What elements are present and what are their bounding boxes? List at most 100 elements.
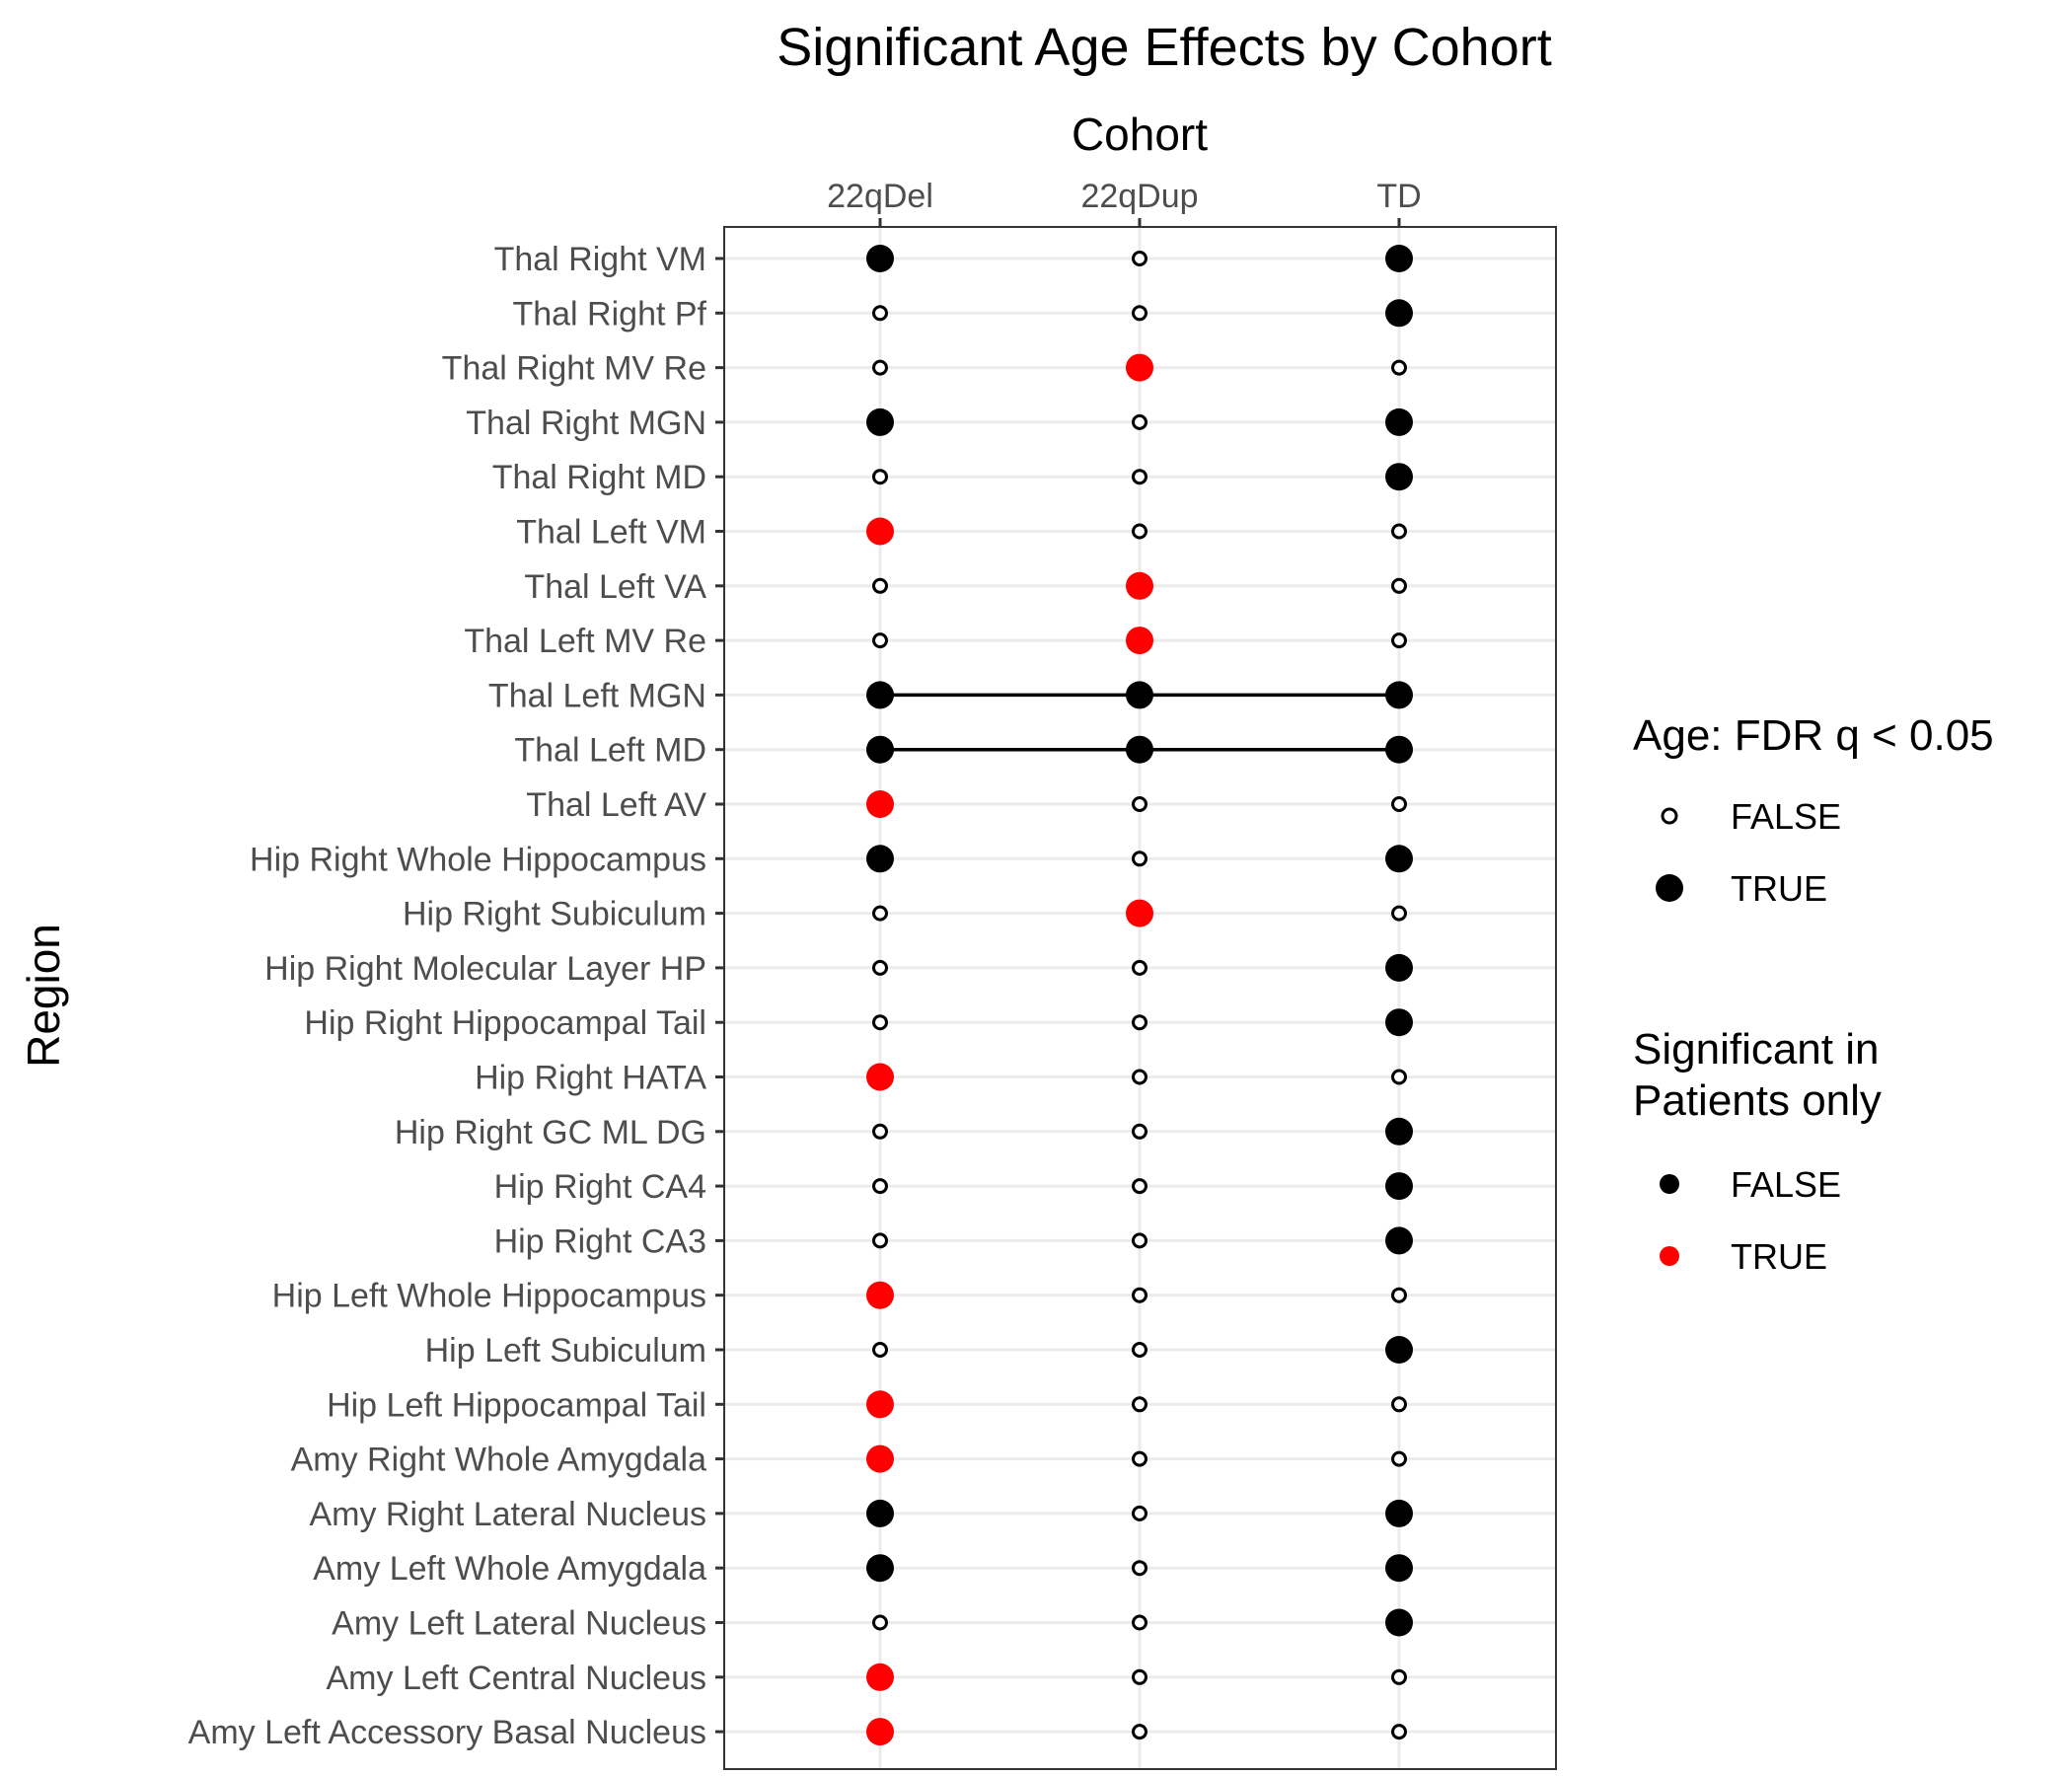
data-point-significant [866, 845, 894, 873]
y-tick-label: Thal Right VM [494, 241, 706, 278]
data-point-significant [1385, 1117, 1413, 1146]
data-point-not-significant [872, 1342, 888, 1358]
x-tick-label: TD [1376, 178, 1421, 215]
data-point-not-significant [1391, 1450, 1407, 1467]
y-tick-label: Hip Left Hippocampal Tail [327, 1386, 706, 1424]
data-point-not-significant [1132, 1614, 1147, 1631]
legend: Age: FDR q < 0.05 FALSE TRUE Significant… [1633, 711, 1994, 1277]
data-point-not-significant [872, 632, 888, 649]
data-point-not-significant [1391, 632, 1407, 649]
data-point-significant [1126, 571, 1153, 600]
data-point-not-significant [1132, 469, 1147, 485]
y-tick-label: Amy Left Whole Amygdala [313, 1550, 706, 1588]
data-point-not-significant [1132, 251, 1147, 266]
data-point-significant [1385, 463, 1413, 491]
y-tick-label: Hip Left Subiculum [425, 1332, 706, 1369]
legend-color-true-label: TRUE [1731, 1236, 1827, 1277]
data-point-significant [1385, 845, 1413, 873]
y-tick-label: Hip Right Whole Hippocampus [250, 841, 706, 878]
data-point-not-significant [872, 1614, 888, 1631]
legend-size-false-label: FALSE [1731, 796, 1841, 837]
data-point-significant [1126, 353, 1153, 382]
data-point-significant [1385, 407, 1413, 436]
data-point-not-significant [1132, 1450, 1147, 1467]
data-point-significant [866, 1554, 894, 1583]
y-tick-label: Amy Left Central Nucleus [327, 1660, 707, 1697]
data-point-not-significant [1391, 905, 1407, 922]
y-tick-label: Hip Right Hippocampal Tail [304, 1004, 706, 1042]
data-point-significant [1385, 735, 1413, 764]
chart-title: Significant Age Effects by Cohort [777, 18, 1551, 77]
legend-size-false-marker [1661, 807, 1678, 825]
y-tick-label: Amy Left Accessory Basal Nucleus [188, 1714, 706, 1751]
data-point-not-significant [872, 577, 888, 594]
data-point-not-significant [1132, 1560, 1147, 1577]
data-point-significant [866, 1499, 894, 1527]
data-point-not-significant [872, 959, 888, 976]
legend-size-true-label: TRUE [1731, 868, 1827, 909]
data-point-not-significant [1132, 1724, 1147, 1740]
grid-lines [724, 227, 1556, 1769]
data-point-not-significant [1391, 577, 1407, 594]
data-point-significant [1385, 245, 1413, 272]
y-tick-label: Thal Left VA [524, 568, 706, 606]
axes: 22qDel 22qDup TD Thal Right VM Thal Right Pf… [188, 178, 1422, 1751]
legend-size-true-marker [1656, 874, 1683, 902]
data-point-significant [866, 790, 894, 818]
data-point-significant [1385, 953, 1413, 982]
y-tick-label: Thal Left MD [514, 732, 706, 770]
data-point-significant [1385, 1008, 1413, 1037]
data-point-not-significant [1132, 1342, 1147, 1358]
data-point-not-significant [872, 359, 888, 376]
data-point-not-significant [872, 1232, 888, 1249]
y-tick-label: Thal Left MGN [488, 677, 706, 714]
legend-color-true-marker [1660, 1246, 1679, 1266]
data-point-significant [866, 1281, 894, 1309]
data-point-not-significant [1132, 1287, 1147, 1303]
y-tick-label: Hip Right GC ML DG [395, 1114, 706, 1151]
data-point-significant [866, 681, 894, 709]
data-point-not-significant [1132, 796, 1147, 812]
y-tick-label: Thal Right MV Re [442, 350, 706, 388]
data-points [866, 245, 1413, 1746]
y-tick-label: Thal Right MD [492, 459, 706, 496]
data-point-not-significant [1132, 959, 1147, 976]
data-point-not-significant [872, 905, 888, 922]
data-point-not-significant [872, 1123, 888, 1140]
data-point-not-significant [1132, 1014, 1147, 1031]
data-point-significant [1385, 1172, 1413, 1201]
data-point-not-significant [872, 1178, 888, 1195]
data-point-significant [1126, 899, 1153, 927]
x-axis-title: Cohort [1072, 109, 1208, 160]
y-tick-label: Thal Left MV Re [464, 623, 706, 660]
data-point-significant [1126, 735, 1153, 764]
data-point-not-significant [1132, 1123, 1147, 1140]
data-point-significant [1385, 1608, 1413, 1637]
data-point-not-significant [1391, 796, 1407, 812]
legend-color-false-marker [1660, 1174, 1679, 1194]
data-point-not-significant [1391, 1396, 1407, 1413]
data-point-significant [866, 1444, 894, 1473]
data-point-significant [866, 1718, 894, 1746]
data-point-not-significant [872, 469, 888, 485]
y-tick-label: Thal Right MGN [466, 405, 706, 442]
y-axis-title: Region [18, 924, 69, 1068]
data-point-significant [866, 517, 894, 546]
y-tick-label: Thal Left VM [516, 514, 706, 552]
data-point-not-significant [1391, 523, 1407, 540]
data-point-not-significant [1132, 1396, 1147, 1413]
data-point-not-significant [1132, 851, 1147, 867]
data-point-not-significant [872, 1014, 888, 1031]
data-point-significant [1126, 627, 1153, 655]
y-tick-label: Hip Right Molecular Layer HP [264, 950, 706, 988]
y-tick-label: Thal Right Pf [512, 295, 706, 333]
y-tick-label: Thal Left AV [526, 786, 706, 824]
data-point-not-significant [1132, 1178, 1147, 1195]
data-point-not-significant [1132, 523, 1147, 540]
data-point-not-significant [1391, 1668, 1407, 1685]
data-point-significant [866, 407, 894, 436]
data-point-not-significant [1391, 359, 1407, 376]
legend-color-title-line1: Significant in [1633, 1025, 1879, 1073]
y-tick-label: Amy Right Whole Amygdala [291, 1442, 706, 1479]
data-point-significant [1385, 1554, 1413, 1583]
